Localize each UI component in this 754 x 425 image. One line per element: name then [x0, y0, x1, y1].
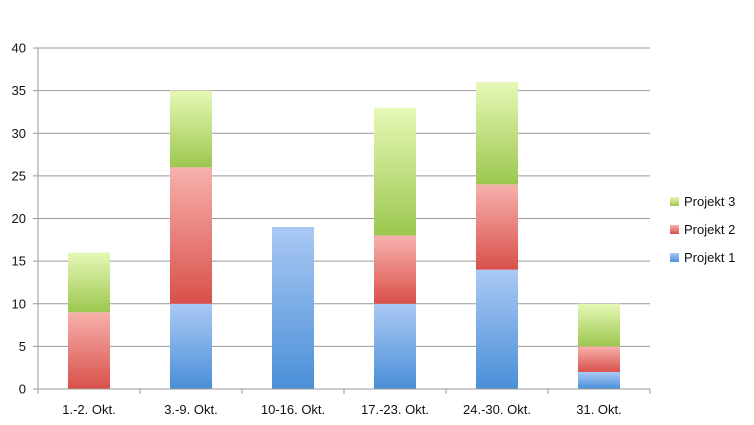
bar-projekt-2-3 — [374, 235, 416, 304]
bar-projekt-1-1 — [170, 303, 212, 389]
legend-swatch — [670, 225, 679, 234]
axes: 0 5 10 15 20 25 30 35 40 1.-2. Okt. 3.-9. Okt. 10-1… — [12, 41, 651, 417]
bar-projekt-2-5 — [578, 346, 620, 372]
gridlines — [38, 47, 650, 390]
bar-projekt-1-2 — [272, 227, 314, 389]
bar-projekt-3-5 — [578, 303, 620, 347]
bars — [68, 82, 620, 389]
x-tick-label: 24.-30. Okt. — [463, 402, 531, 417]
bar-projekt-2-4 — [476, 184, 518, 270]
x-tick-label: 3.-9. Okt. — [164, 402, 217, 417]
bar-projekt-1-3 — [374, 303, 416, 389]
bar-projekt-3-1 — [170, 90, 212, 168]
legend-swatch — [670, 197, 679, 206]
y-tick-label: 10 — [12, 296, 26, 311]
bar-projekt-3-0 — [68, 252, 110, 313]
y-tick-label: 15 — [12, 254, 26, 269]
bar-projekt-3-3 — [374, 107, 416, 236]
bar-projekt-2-0 — [68, 312, 110, 389]
x-tick-label: 17.-23. Okt. — [361, 402, 429, 417]
y-tick-label: 20 — [12, 211, 26, 226]
y-tick-label: 40 — [12, 41, 26, 56]
x-tick-label: 10-16. Okt. — [261, 402, 325, 417]
y-tick-label: 25 — [12, 168, 26, 183]
bar-projekt-1-4 — [476, 269, 518, 389]
bar-projekt-1-5 — [578, 371, 620, 389]
x-tick-label: 31. Okt. — [576, 402, 622, 417]
y-tick-label: 30 — [12, 126, 26, 141]
legend-swatch — [670, 253, 679, 262]
y-tick-label: 35 — [12, 83, 26, 98]
legend-label: Projekt 3 — [684, 194, 735, 209]
bar-projekt-2-1 — [170, 167, 212, 304]
y-tick-label: 0 — [19, 382, 26, 397]
legend-label: Projekt 2 — [684, 222, 735, 237]
y-tick-label: 5 — [19, 339, 26, 354]
x-tick-label: 1.-2. Okt. — [62, 402, 115, 417]
bar-projekt-3-4 — [476, 82, 518, 185]
legend-label: Projekt 1 — [684, 250, 735, 265]
legend: Projekt 3 Projekt 2 Projekt 1 — [670, 194, 735, 265]
